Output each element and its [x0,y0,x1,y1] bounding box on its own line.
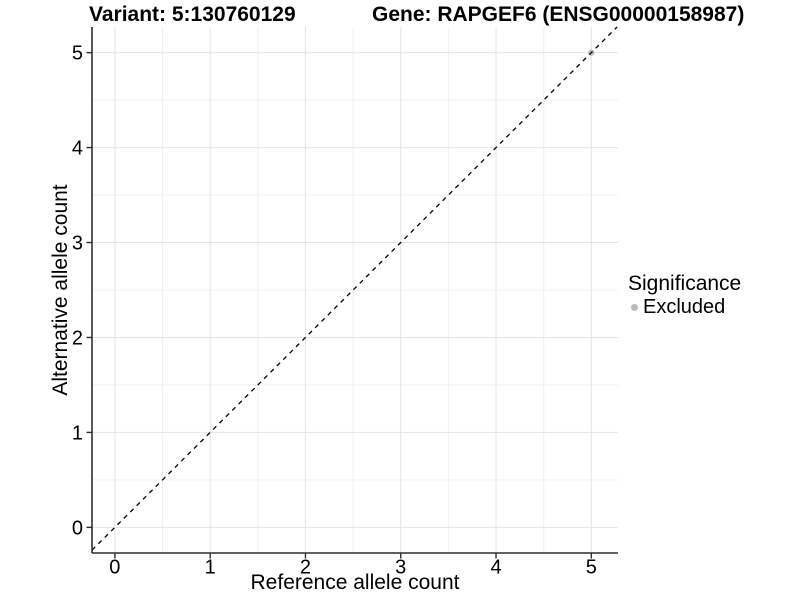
y-tick-label: 3 [72,233,83,255]
x-tick-label: 5 [586,557,597,579]
x-tick-label: 0 [109,557,120,579]
y-tick-label: 1 [72,422,83,444]
y-tick-label: 5 [72,43,83,65]
x-axis-title: Reference allele count [250,571,460,594]
x-tick-label: 4 [490,557,501,579]
x-tick-label: 1 [205,557,216,579]
y-tick-label: 0 [72,517,83,539]
x-tick-label: 2 [300,557,311,579]
y-tick-label: 4 [72,138,83,160]
identity-reference-line [91,26,618,551]
legend-point-swatch [631,303,638,311]
plot-title-gene: Gene: RAPGEF6 (ENSG00000158987) [372,3,745,26]
y-tick-label: 2 [72,327,83,349]
y-axis-title: Alternative allele count [49,184,72,396]
plot-panel: 0 1 2 3 4 5 0 1 2 3 4 5 [72,26,618,579]
x-tick-label: 3 [395,557,406,579]
legend-title: Significance [628,272,742,295]
legend-item-label: Excluded [643,296,726,318]
plot-title-variant: Variant: 5:130760129 [89,3,296,26]
plot-canvas: 0 1 2 3 4 5 0 1 2 3 4 5 [72,26,618,579]
legend: Significance Excluded [628,272,741,318]
legend-item-excluded: Excluded [628,296,741,318]
